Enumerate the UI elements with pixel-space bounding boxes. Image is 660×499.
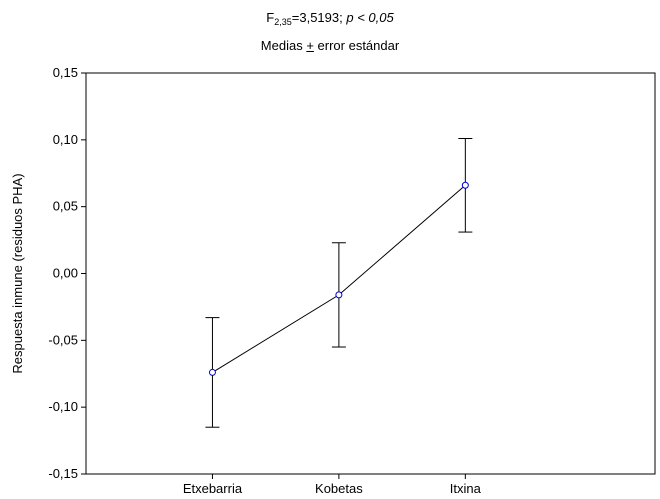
x-tick-label: Kobetas [315, 481, 363, 496]
data-point [335, 291, 343, 299]
y-tick-label: -0,10 [48, 399, 78, 414]
y-tick-label: 0,00 [53, 266, 78, 281]
data-point [208, 368, 216, 376]
y-tick-label: -0,05 [48, 332, 78, 347]
y-tick-label: 0,15 [53, 65, 78, 80]
y-tick-label: 0,05 [53, 199, 78, 214]
data-point [461, 181, 469, 189]
y-tick-label: -0,15 [48, 466, 78, 481]
y-axis-label: Respuesta inmune (residuos PHA) [10, 173, 25, 373]
chart-title: F2,35=3,5193; p < 0,05 [266, 10, 394, 27]
plot-frame [85, 72, 656, 475]
x-tick-label: Itxina [450, 481, 482, 496]
x-tick-label: Etxebarria [183, 481, 243, 496]
y-tick-label: 0,10 [53, 132, 78, 147]
chart-subtitle: Medias + error estándar [260, 38, 400, 53]
